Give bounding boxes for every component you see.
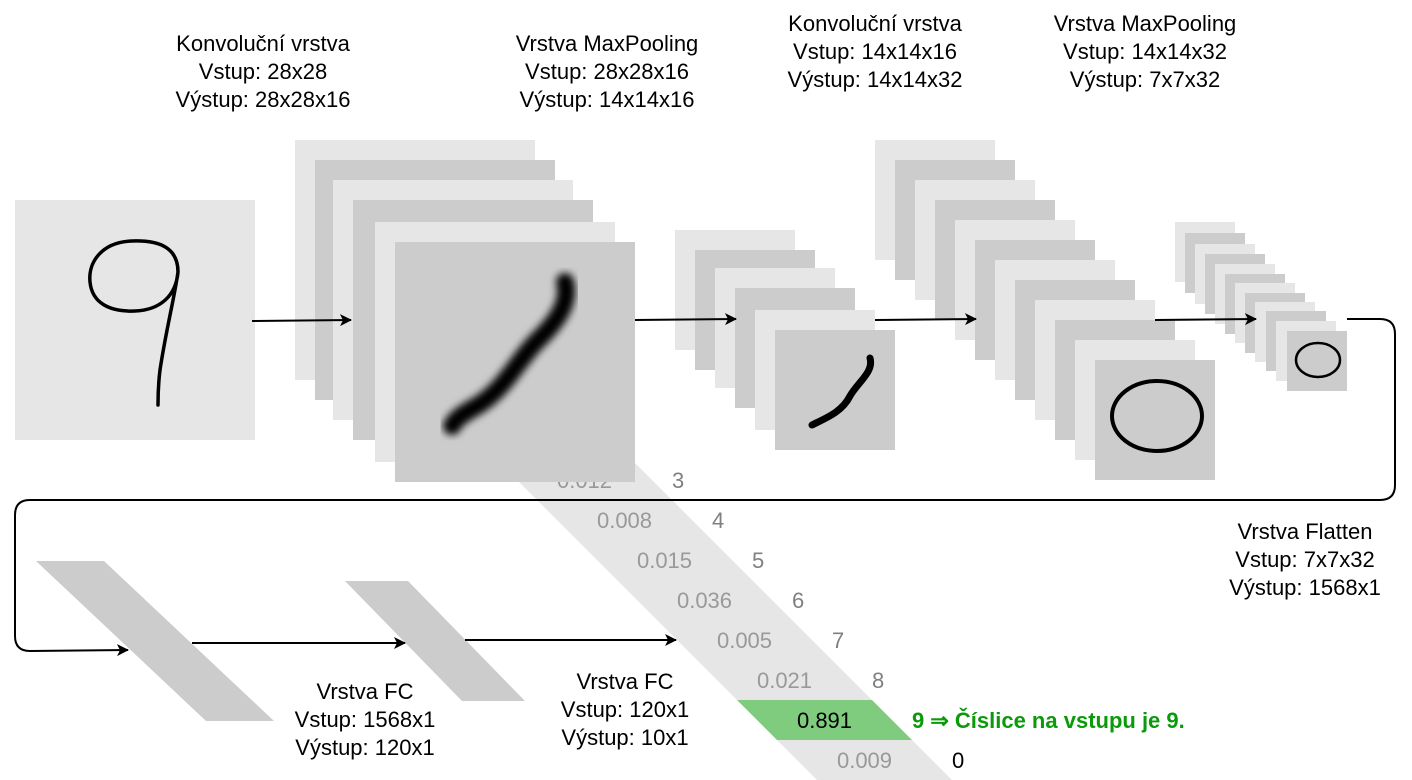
output-value-8: 0.021: [757, 668, 812, 693]
pool2-title: Vrstva MaxPooling: [1053, 11, 1237, 36]
output-digit-5: 5: [752, 548, 764, 573]
arrow-conv2-to-pool2: [1154, 313, 1257, 326]
fc1-layer-shape: [36, 561, 274, 721]
flatten-input: Vstup: 7x7x32: [1235, 547, 1375, 572]
conv1-input: Vstup: 28x28: [198, 59, 328, 84]
pool2-output: Výstup: 7x7x32: [1069, 67, 1221, 92]
pool2-label: Vrstva MaxPooling Vstup: 14x14x32 Výstup…: [1035, 10, 1255, 94]
flatten-output: Výstup: 1568x1: [1229, 575, 1381, 600]
arrow-flatten-connector: [14, 318, 1396, 657]
conv2-input: Vstup: 14x14x16: [793, 39, 957, 64]
conv2-feature-maps: [875, 140, 1215, 480]
fc1-label: Vrstva FC Vstup: 1568x1 Výstup: 120x1: [275, 678, 455, 762]
fc1-input: Vstup: 1568x1: [294, 707, 436, 732]
output-digit-9: 9 ⇒ Číslice na vstupu je 9.: [912, 708, 1185, 733]
input-image: [15, 200, 255, 440]
fc1-output: Výstup: 120x1: [295, 735, 435, 760]
flatten-label: Vrstva Flatten Vstup: 7x7x32 Výstup: 156…: [1210, 518, 1400, 602]
output-strip: 0.01230.00840.01550.03660.00570.02180.89…: [497, 460, 1185, 780]
pool1-output: Výstup: 14x14x16: [519, 87, 695, 112]
conv1-output: Výstup: 28x28x16: [175, 87, 351, 112]
output-value-7: 0.005: [717, 628, 772, 653]
output-row-9: [737, 700, 912, 740]
conv2-label: Konvoluční vrstva Vstup: 14x14x16 Výstup…: [770, 10, 980, 94]
conv1-title: Konvoluční vrstva: [176, 31, 350, 56]
pool1-title: Vrstva MaxPooling: [515, 31, 699, 56]
output-value-5: 0.015: [637, 548, 692, 573]
flatten-title: Vrstva Flatten: [1237, 519, 1373, 544]
output-value-0: 0.009: [837, 748, 892, 773]
output-row-8: [697, 660, 872, 700]
output-digit-3: 3: [672, 468, 684, 493]
output-digit-7: 7: [832, 628, 844, 653]
conv1-feature-maps: [295, 140, 635, 482]
conv2-output: Výstup: 14x14x32: [787, 67, 963, 92]
fc1-title: Vrstva FC: [316, 679, 414, 704]
conv2-title: Konvoluční vrstva: [788, 11, 962, 36]
output-value-6: 0.036: [677, 588, 732, 613]
digit-nine-drawing: [88, 239, 180, 407]
output-digit-4: 4: [712, 508, 724, 533]
feature-circle-small: [1294, 341, 1342, 379]
output-digit-6: 6: [792, 588, 804, 613]
feature-stroke-small: [808, 354, 875, 429]
fc2-output: Výstup: 10x1: [561, 725, 689, 750]
output-row-0: [777, 740, 952, 780]
output-row-7: [657, 620, 832, 660]
arrow-pool1-to-conv2: [874, 313, 977, 326]
pool2-input: Vstup: 14x14x32: [1063, 39, 1227, 64]
fc2-input: Vstup: 120x1: [560, 697, 690, 722]
fc2-title: Vrstva FC: [576, 669, 674, 694]
flow-arrows: [14, 313, 1396, 657]
arrow-input-to-conv1: [251, 314, 352, 327]
arrow-conv1-to-pool1: [634, 313, 737, 326]
feature-stroke: [443, 273, 576, 435]
output-row-6: [617, 580, 792, 620]
output-digit-0: 0: [952, 748, 964, 773]
fc2-layer-shape: [345, 581, 525, 701]
output-value-9: 0.891: [797, 708, 852, 733]
pool1-input: Vstup: 28x28x16: [525, 59, 689, 84]
feature-circle: [1110, 379, 1204, 453]
output-digit-8: 8: [872, 668, 884, 693]
output-value-4: 0.008: [597, 508, 652, 533]
conv1-label: Konvoluční vrstva Vstup: 28x28 Výstup: 2…: [163, 30, 363, 114]
output-row-4: [537, 500, 712, 540]
fc2-label: Vrstva FC Vstup: 120x1 Výstup: 10x1: [540, 668, 710, 752]
pool1-label: Vrstva MaxPooling Vstup: 28x28x16 Výstup…: [497, 30, 717, 114]
pool1-feature-maps: [675, 230, 895, 450]
output-row-5: [577, 540, 752, 580]
